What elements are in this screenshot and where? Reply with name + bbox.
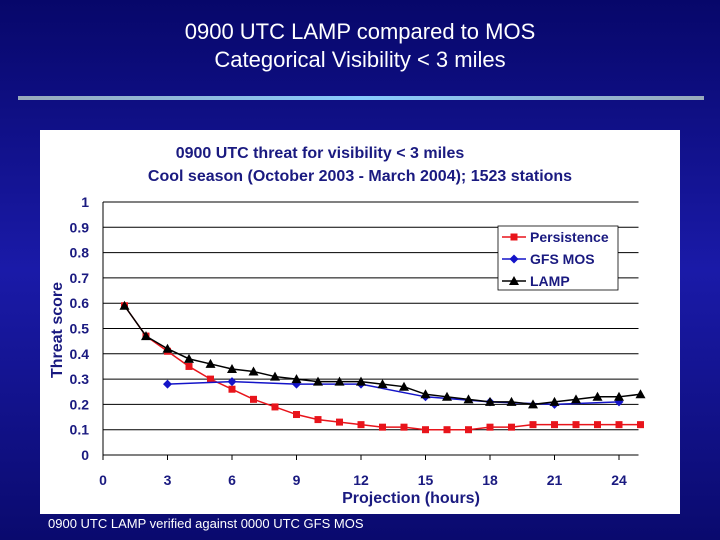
- gfs-mos-point: [163, 379, 172, 389]
- lamp-point: [205, 358, 216, 368]
- y-tick-label: 0.3: [70, 371, 90, 387]
- legend-marker-lamp: [509, 276, 519, 285]
- legend-label-gfs-mos: GFS MOS: [530, 251, 595, 267]
- lamp-point: [399, 381, 409, 391]
- legend-label-persistence: Persistence: [530, 229, 609, 245]
- persistence-line: [123, 305, 641, 431]
- persistence-point: [422, 426, 429, 434]
- slide-title: 0900 UTC LAMP compared to MOS Categorica…: [0, 18, 720, 74]
- lamp-point: [528, 399, 538, 409]
- y-tick-label: 1: [81, 194, 89, 210]
- x-tick-label: 6: [228, 472, 236, 488]
- persistence-point: [207, 375, 214, 383]
- y-tick-label: 0.4: [70, 346, 90, 362]
- x-axis-label: Projection (hours): [342, 490, 480, 507]
- persistence-point: [465, 426, 472, 434]
- title-divider: [18, 96, 704, 100]
- y-tick-label: 0: [81, 447, 89, 463]
- persistence-point: [443, 426, 451, 434]
- persistence-point: [379, 423, 386, 431]
- y-tick-label: 0.2: [70, 396, 90, 412]
- persistence-point: [400, 423, 408, 431]
- x-tick-label: 9: [293, 472, 301, 488]
- lamp-point: [635, 389, 646, 399]
- lamp-point: [227, 363, 237, 373]
- lamp-point: [141, 331, 151, 341]
- y-tick-label: 0.9: [70, 219, 90, 235]
- lamp-point: [506, 396, 517, 406]
- lamp-point: [377, 379, 388, 389]
- y-tick-label: 0.6: [70, 295, 90, 311]
- y-axis-label: Threat score: [49, 282, 66, 378]
- persistence-point: [293, 411, 300, 419]
- lamp-point: [313, 376, 323, 386]
- y-tick-label: 0.8: [70, 245, 90, 261]
- x-tick-label: 24: [611, 472, 627, 488]
- persistence-point: [551, 421, 558, 429]
- x-tick-label: 0: [99, 472, 107, 488]
- chart-title: 0900 UTC threat for visibility < 3 miles: [176, 145, 465, 162]
- lamp-point: [162, 343, 173, 353]
- title-line-2: Categorical Visibility < 3 miles: [214, 47, 506, 72]
- y-tick-label: 0.7: [70, 270, 90, 286]
- footnote: 0900 UTC LAMP verified against 0000 UTC …: [48, 516, 364, 531]
- persistence-point: [529, 421, 537, 429]
- chart: 0900 UTC threat for visibility < 3 miles…: [49, 145, 646, 507]
- legend-label-lamp: LAMP: [530, 273, 570, 289]
- lamp-point: [463, 394, 474, 404]
- lamp-point: [485, 396, 495, 406]
- persistence-point: [228, 385, 236, 393]
- chart-panel: 0900 UTC threat for visibility < 3 miles…: [40, 130, 680, 514]
- x-tick-label: 15: [418, 472, 434, 488]
- lamp-point: [291, 374, 302, 384]
- persistence-point: [271, 403, 279, 411]
- lamp-point: [270, 371, 280, 381]
- persistence-point: [508, 423, 515, 431]
- legend-marker-gfs-mos: [509, 254, 519, 264]
- lamp-line: [123, 305, 641, 406]
- x-tick-label: 21: [547, 472, 563, 488]
- persistence-point: [314, 416, 322, 424]
- lamp-point: [592, 391, 603, 401]
- gfs-mos-line: [167, 380, 620, 406]
- lamp-point: [614, 391, 624, 401]
- legend-marker-persistence: [510, 233, 518, 241]
- lamp-point: [571, 394, 581, 404]
- persistence-point: [357, 421, 365, 429]
- persistence-point: [336, 418, 343, 426]
- chart-subtitle: Cool season (October 2003 - March 2004);…: [148, 168, 572, 185]
- x-tick-label: 12: [353, 472, 369, 488]
- lamp-point: [549, 396, 560, 406]
- lamp-point: [248, 366, 259, 376]
- lamp-point: [442, 391, 452, 401]
- y-tick-label: 0.5: [70, 321, 90, 337]
- y-tick-label: 0.1: [70, 422, 90, 438]
- persistence-point: [250, 395, 257, 403]
- lamp-point: [334, 376, 345, 386]
- persistence-point: [594, 421, 601, 429]
- lamp-point: [119, 300, 130, 310]
- persistence-point: [637, 421, 644, 429]
- persistence-point: [572, 421, 580, 429]
- title-line-1: 0900 UTC LAMP compared to MOS: [184, 19, 536, 44]
- lamp-point: [420, 389, 431, 399]
- x-tick-label: 18: [482, 472, 498, 488]
- persistence-point: [185, 362, 193, 370]
- lamp-point: [356, 376, 366, 386]
- x-tick-label: 3: [164, 472, 172, 488]
- gfs-mos-point: [227, 377, 237, 387]
- lamp-point: [184, 353, 194, 363]
- persistence-point: [486, 423, 494, 431]
- persistence-point: [615, 421, 623, 429]
